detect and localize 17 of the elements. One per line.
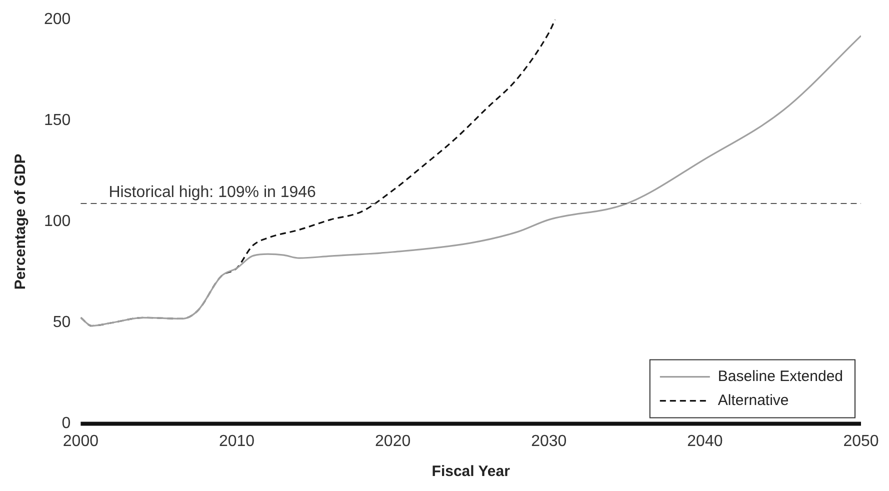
x-tick-label: 2040 xyxy=(687,432,723,450)
legend-label: Baseline Extended xyxy=(718,368,844,385)
y-tick-label: 200 xyxy=(44,11,71,28)
x-axis-title: Fiscal Year xyxy=(432,463,510,480)
y-tick-label: 0 xyxy=(62,415,71,432)
y-tick-label: 50 xyxy=(52,314,71,332)
ref-line-label: Historical high: 109% in 1946 xyxy=(108,184,316,201)
y-tick-label: 150 xyxy=(44,112,71,130)
x-tick-label: 2020 xyxy=(375,432,411,450)
x-tick-label: 2050 xyxy=(843,432,879,450)
x-tick-label: 2030 xyxy=(531,432,567,450)
y-axis-title: Percentage of GDP xyxy=(12,154,30,290)
y-tick-label: 100 xyxy=(44,213,71,230)
line-series xyxy=(80,34,861,327)
x-tick-label: 2000 xyxy=(62,432,99,450)
x-tick-label: 2010 xyxy=(218,432,255,450)
legend-label: Alternative xyxy=(718,392,789,409)
